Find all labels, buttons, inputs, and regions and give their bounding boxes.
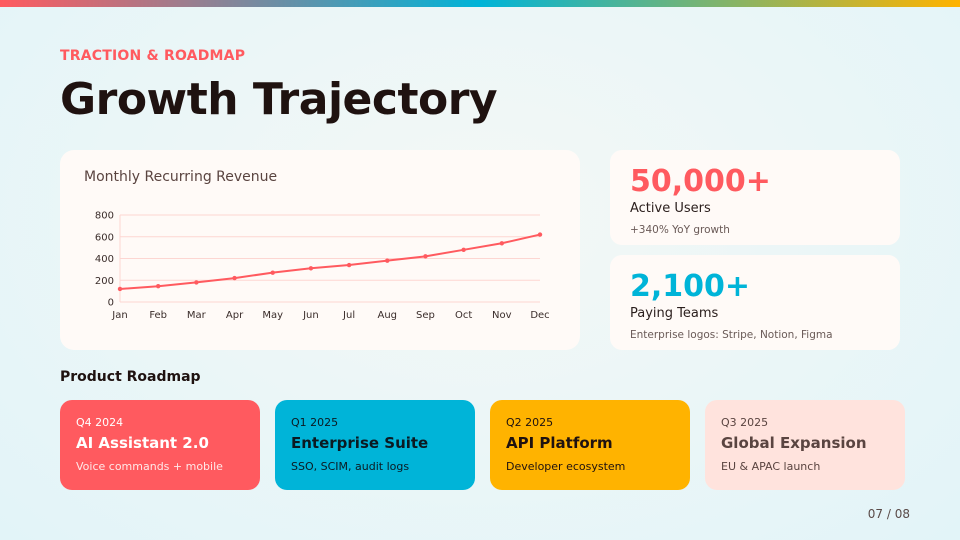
data-point xyxy=(232,275,237,281)
x-tick-label: Feb xyxy=(149,310,167,321)
roadmap-card: Q2 2025 API Platform Developer ecosystem xyxy=(490,400,690,490)
page-title: Growth Trajectory xyxy=(60,74,498,125)
stat-value: 2,100+ xyxy=(630,269,751,304)
x-tick-label: Sep xyxy=(416,310,435,321)
page-number: 07 / 08 xyxy=(867,507,910,521)
x-tick-label: Oct xyxy=(455,310,472,321)
x-tick-label: Aug xyxy=(378,310,398,321)
milestone: API Platform xyxy=(506,434,613,452)
y-tick-label: 400 xyxy=(95,254,114,265)
data-point xyxy=(461,247,466,252)
stat-sub: +340% YoY growth xyxy=(630,224,730,236)
desc: SSO, SCIM, audit logs xyxy=(291,460,410,473)
roadmap-title: Product Roadmap xyxy=(60,369,201,385)
roadmap-card: Q3 2025 Global Expansion EU & APAC launc… xyxy=(705,400,905,490)
y-tick-label: 800 xyxy=(95,211,114,222)
milestone: AI Assistant 2.0 xyxy=(76,434,209,452)
eyebrow: TRACTION & ROADMAP xyxy=(60,48,246,64)
data-point xyxy=(117,286,123,292)
stat-label: Paying Teams xyxy=(630,306,719,321)
x-tick-label: Nov xyxy=(492,310,512,321)
data-point xyxy=(270,270,275,275)
stat-card-teams: 2,100+ Paying Teams Enterprise logos: St… xyxy=(610,255,900,350)
x-tick-label: Dec xyxy=(530,310,549,321)
roadmap-card: Q4 2024 AI Assistant 2.0 Voice commands … xyxy=(60,400,260,490)
desc: Developer ecosystem xyxy=(506,460,626,473)
data-point xyxy=(499,241,505,246)
x-tick-label: Mar xyxy=(187,310,207,321)
desc: Voice commands + mobile xyxy=(76,460,223,473)
data-point xyxy=(423,254,428,259)
chart-title: Monthly Recurring Revenue xyxy=(84,169,278,185)
quarter: Q3 2025 xyxy=(721,416,769,429)
x-tick-label: Jul xyxy=(342,310,355,321)
data-point xyxy=(155,284,161,289)
gradient-bar xyxy=(0,0,960,7)
stat-value: 50,000+ xyxy=(630,164,771,199)
data-point xyxy=(537,232,543,237)
data-point xyxy=(346,262,352,268)
x-tick-label: May xyxy=(262,310,283,321)
y-tick-label: 600 xyxy=(95,232,114,243)
mrr-chart: 0 200 400 600 800 Jan Feb Mar Apr May Jun Jul Aug Sep… xyxy=(95,211,550,322)
milestone: Global Expansion xyxy=(721,434,867,452)
data-point xyxy=(194,280,199,285)
milestone: Enterprise Suite xyxy=(291,434,429,452)
y-tick-label: 0 xyxy=(108,298,114,309)
chart-card: Monthly Recurring Revenue 0 200 400 600 800 J… xyxy=(60,150,580,350)
series-line xyxy=(119,233,541,290)
stat-label: Active Users xyxy=(630,201,711,216)
x-tick-label: Jun xyxy=(302,310,319,321)
stat-sub: Enterprise logos: Stripe, Notion, Figma xyxy=(630,329,833,341)
data-point xyxy=(308,266,314,271)
x-tick-label: Jan xyxy=(111,310,127,321)
stat-card-users: 50,000+ Active Users +340% YoY growth xyxy=(610,150,900,245)
quarter: Q2 2025 xyxy=(506,416,554,429)
data-point xyxy=(385,258,390,263)
quarter: Q4 2024 xyxy=(76,416,124,429)
y-tick-label: 200 xyxy=(95,276,114,287)
x-tick-label: Apr xyxy=(226,310,244,321)
quarter: Q1 2025 xyxy=(291,416,339,429)
roadmap-card: Q1 2025 Enterprise Suite SSO, SCIM, audi… xyxy=(275,400,475,490)
desc: EU & APAC launch xyxy=(721,460,821,473)
